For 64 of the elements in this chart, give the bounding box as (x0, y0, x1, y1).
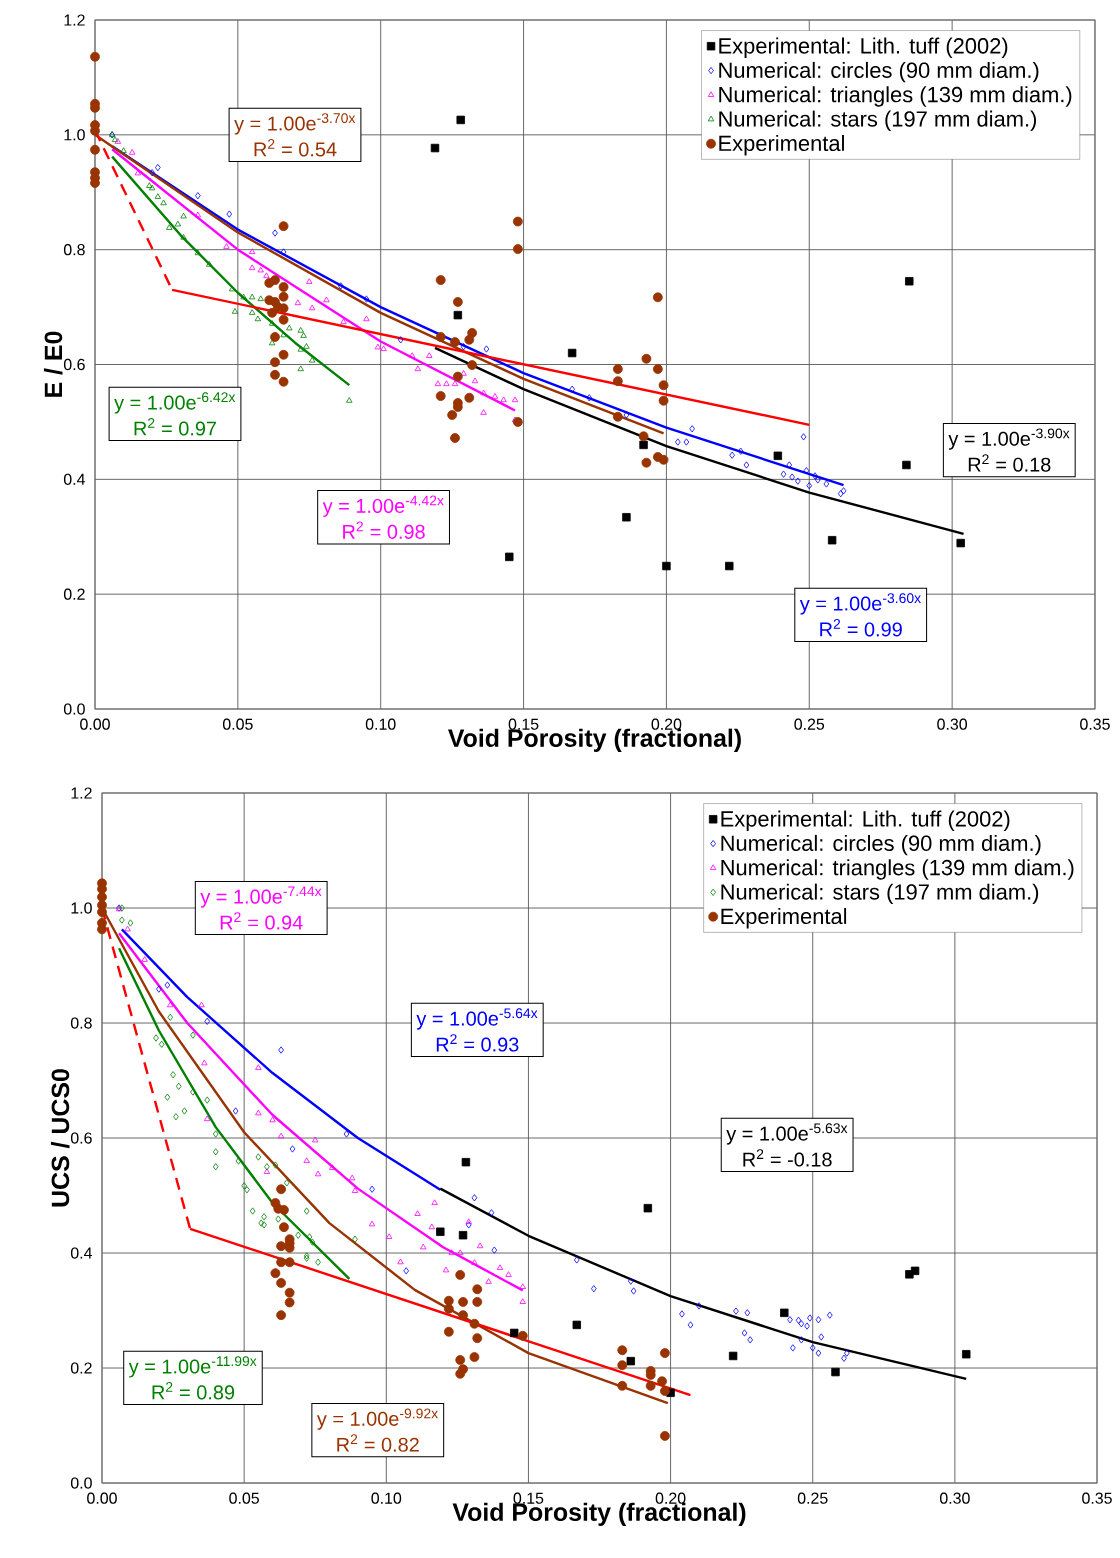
legend-label: Experimental (721, 908, 847, 929)
annotation: y = 1.00e$^{-4.42x}$ (322, 495, 444, 517)
x-axis-title: Void Porosity (fractional) (448, 728, 741, 752)
legend-label: Numerical: circles (90 mm diam.) (719, 61, 1039, 83)
annotation: y = 1.00e$^{-5.63x}$ (726, 1123, 848, 1145)
legend-label: Numerical: circles (90 mm diam.) (721, 834, 1041, 856)
annotation: R$^{2}$ = 0.82 (337, 1434, 419, 1452)
y-tick-label: 1.2 (64, 14, 85, 26)
y-tick-label: 0.6 (63, 358, 85, 371)
legend-label: Experimental: Lith. tuff (2002) (719, 37, 1008, 58)
x-tick-label: 0.10 (365, 718, 396, 730)
y-tick-label: 0.0 (63, 703, 85, 715)
annotation: y = 1.00e$^{-6.42x}$ (114, 392, 236, 414)
y-axis-title: UCS / UCS0 (50, 1069, 70, 1207)
annotation: y = 1.00e$^{-3.90x}$ (948, 428, 1070, 450)
legend-label: Experimental (719, 134, 844, 156)
x-tick-label: 0.20 (655, 1492, 686, 1504)
y-tick-label: 0.8 (70, 1017, 92, 1029)
x-tick-label: 0.35 (1082, 1492, 1112, 1504)
annotation: R$^{2}$ = 0.99 (820, 619, 902, 637)
y-tick-label: 0.4 (70, 1247, 93, 1259)
annotation: y = 1.00e$^{-9.92x}$ (316, 1408, 439, 1430)
annotation: R$^{2}$ = 0.94 (220, 912, 303, 930)
x-tick-label: 0.25 (794, 718, 825, 730)
x-tick-label: 0.15 (513, 1492, 544, 1504)
annotation: y = 1.00e$^{-7.44x}$ (200, 886, 322, 908)
annotation: R$^{2}$ = 0.98 (343, 521, 425, 539)
x-tick-label: 0.05 (229, 1492, 259, 1504)
x-tick-label: 0.25 (797, 1492, 828, 1504)
y-tick-label: 0.6 (70, 1132, 92, 1144)
annotation: y = 1.00e$^{-3.60x}$ (799, 593, 921, 615)
y-tick-label: 0.4 (63, 473, 86, 485)
annotation: y = 1.00e$^{-3.70x}$ (234, 113, 356, 135)
legend-label: Experimental: Lith. tuff (2002) (721, 810, 1010, 831)
x-tick-label: 0.30 (939, 1492, 970, 1504)
y-tick-label: 0.2 (70, 1362, 92, 1374)
y-axis-title: E / E0 (43, 331, 63, 397)
annotation: R$^{2}$ = 0.93 (436, 1034, 519, 1052)
legend-label: Numerical: stars (197 mm diam.) (721, 883, 1039, 905)
legend-label: Numerical: triangles (139 mm diam.) (719, 86, 1072, 107)
x-tick-label: 0.05 (222, 718, 253, 730)
y-tick-label: 1.0 (64, 129, 85, 141)
x-tick-label: 0.10 (371, 1492, 402, 1504)
y-tick-label: 0.2 (63, 588, 85, 600)
annotation: y = 1.00e$^{-5.64x}$ (416, 1008, 538, 1030)
annotation: R$^{2}$ = -0.18 (743, 1149, 832, 1167)
legend-label: Numerical: stars (197 mm diam.) (719, 110, 1037, 132)
y-tick-label: 0.0 (70, 1477, 92, 1489)
y-tick-label: 1.2 (71, 787, 92, 799)
x-tick-label: 0.00 (80, 718, 110, 730)
y-tick-label: 1.0 (71, 902, 92, 914)
legend-label: Numerical: triangles (139 mm diam.) (721, 859, 1074, 880)
annotation: R$^{2}$ = 0.97 (134, 418, 217, 436)
x-axis-title: Void Porosity (fractional) (452, 1502, 746, 1526)
x-tick-label: 0.15 (508, 718, 539, 730)
x-tick-label: 0.35 (1080, 718, 1110, 730)
annotation: y = 1.00e$^{-11.99x}$ (128, 1356, 257, 1378)
y-tick-label: 0.8 (63, 244, 85, 256)
x-tick-label: 0.30 (937, 718, 968, 730)
annotation: R$^{2}$ = 0.89 (152, 1382, 235, 1400)
x-tick-label: 0.00 (87, 1492, 117, 1504)
x-tick-label: 0.20 (651, 718, 682, 730)
annotation: R$^{2}$ = 0.54 (254, 139, 337, 157)
annotation: R$^{2}$ = 0.18 (968, 454, 1051, 472)
